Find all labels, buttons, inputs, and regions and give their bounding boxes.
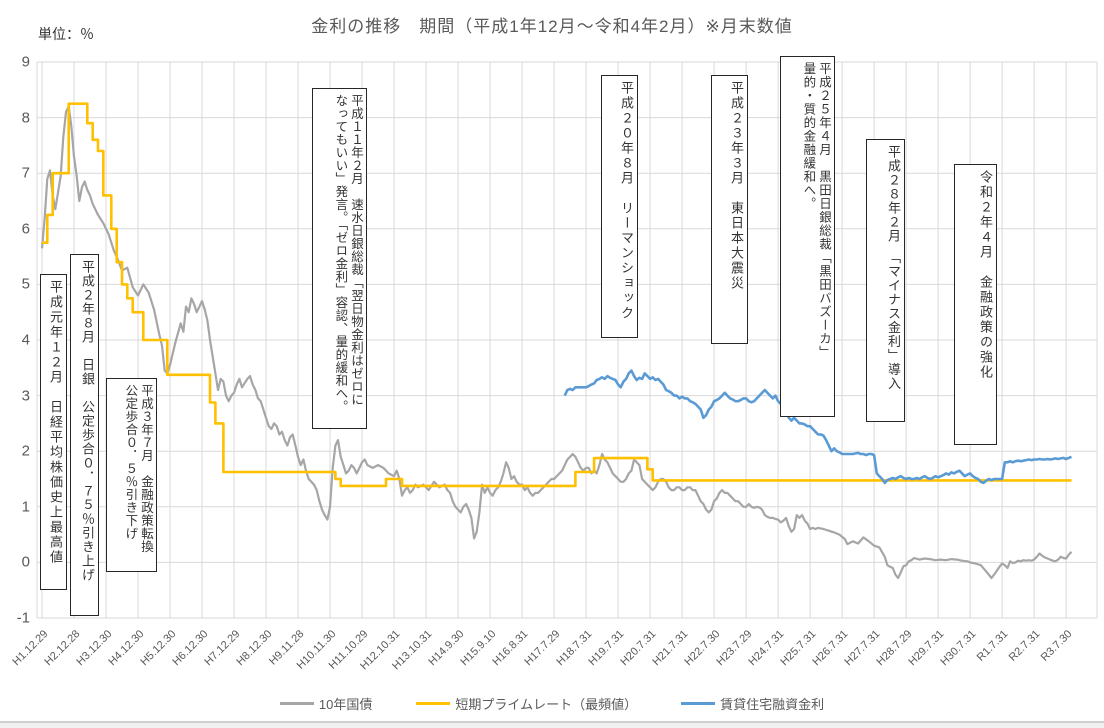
legend-line-sample-blue [681, 702, 716, 705]
annotation-r2-4-policy-strengthening: 令和２年４月 金融政策の強化 [954, 164, 997, 445]
legend-item-10y-jgb: 10年国債 [279, 694, 373, 713]
annotation-column: 平成１１年２月 速水日銀総裁「翌日物金利はゼロに [349, 94, 363, 406]
y-tick-label: 1 [21, 498, 30, 516]
series-line-1 [42, 102, 1072, 488]
annotation-h23-3-earthquake: 平成２３年３月 東日本大震災 [711, 75, 748, 344]
annotation-h2-8-boj-rate-hike: 平成２年８月 日銀 公定歩合０．７５％引き上げ [70, 254, 99, 616]
y-tick-label: -1 [16, 609, 30, 627]
legend-label-rental-housing-loan-rate: 賃貸住宅融資金利 [720, 697, 825, 712]
annotation-h3-7-policy-shift: 平成３年７月 金融政策転換 公定歩合０．５％引き下げ [106, 378, 157, 572]
legend-line-sample-gold [416, 702, 451, 705]
legend-item-rental-housing-loan-rate: 賃貸住宅融資金利 [681, 694, 824, 713]
annotation-column: 平成３年７月 金融政策転換 [139, 384, 153, 553]
legend-item-short-prime-rate: 短期プライムレート（最頻値） [416, 694, 637, 713]
legend-label-short-prime-rate: 短期プライムレート（最頻値） [455, 697, 638, 712]
annotation-h28-2-negative-rate: 平成２８年２月 「マイナス金利」導入 [866, 139, 905, 422]
series-line-0 [40, 105, 1073, 580]
annotation-column: 平成２年８月 日銀 公定歩合０．７５％引き上げ [80, 260, 95, 582]
annotation-column: 量的・質的金融緩和へ。 [801, 62, 816, 211]
chart-legend: 10年国債 短期プライムレート（最頻値） 賃貸住宅融資金利 [0, 694, 1104, 713]
annotation-column: 平成２３年３月 東日本大震災 [729, 81, 744, 291]
annotation-column: 平成２８年２月 「マイナス金利」導入 [886, 145, 901, 391]
y-tick-label: 8 [21, 109, 30, 127]
chart-area-bottom-margin [0, 723, 1104, 728]
annotation-h11-2-zero-rate: 平成１１年２月 速水日銀総裁「翌日物金利はゼロに なってもいい」発言。「ゼロ金利」… [312, 88, 367, 429]
chart-area-bottom-border [0, 721, 1104, 723]
y-tick-label: 2 [21, 442, 30, 460]
legend-label-10y-jgb: 10年国債 [318, 697, 373, 712]
y-tick-label: 4 [21, 331, 30, 349]
y-tick-label: 7 [21, 164, 30, 182]
legend-line-sample-gray [279, 702, 314, 705]
y-axis-unit-label: 単位：％ [38, 26, 94, 42]
annotation-column: なってもいい」発言。「ゼロ金利」容認、量的緩和へ。 [333, 94, 348, 413]
annotation-column: 公定歩合０．５％引き下げ [123, 384, 138, 540]
annotation-column: 平成元年１２月 日経平均株価史上最高値 [48, 280, 63, 565]
chart-title: 金利の推移 期間（平成1年12月～令和4年2月）※月末数値 [311, 17, 793, 36]
y-tick-label: 3 [21, 387, 30, 405]
annotation-h1-12-nikkei-high: 平成元年１２月 日経平均株価史上最高値 [40, 274, 67, 590]
series-line-2 [563, 369, 1072, 485]
y-tick-label: 5 [21, 275, 30, 293]
annotation-column: 平成２５年４月 黒田日銀総裁「黒田バズーカ」 [817, 62, 831, 359]
y-tick-label: 0 [21, 553, 30, 571]
annotation-h25-4-kuroda-bazooka: 平成２５年４月 黒田日銀総裁「黒田バズーカ」 量的・質的金融緩和へ。 [780, 56, 835, 417]
y-tick-label: 9 [21, 53, 30, 71]
y-tick-label: 6 [21, 220, 30, 238]
annotation-column: 令和２年４月 金融政策の強化 [978, 170, 993, 380]
annotation-h20-8-lehman-shock: 平成２０年８月 リーマンショック [601, 75, 638, 338]
annotation-column: 平成２０年８月 リーマンショック [619, 81, 634, 321]
